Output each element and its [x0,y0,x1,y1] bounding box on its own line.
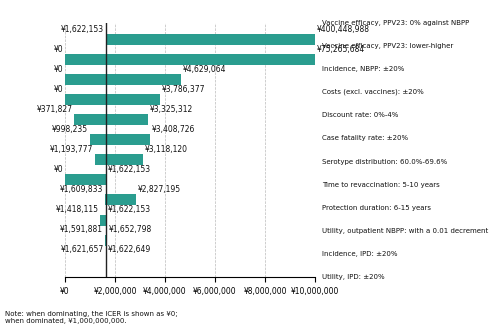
Text: Incidence, IPD: ±20%: Incidence, IPD: ±20% [322,251,398,257]
Text: ¥4,629,064: ¥4,629,064 [182,65,226,74]
Text: Case fatality rate: ±20%: Case fatality rate: ±20% [322,135,408,141]
Bar [74,114,148,126]
Text: Note: when dominating, the ICER is shown as ¥0;
when dominated, ¥1,000,000,000.: Note: when dominating, the ICER is shown… [5,311,178,324]
Text: ¥371,827: ¥371,827 [36,105,72,114]
Text: ¥1,418,115: ¥1,418,115 [56,205,98,214]
Text: Serotype distribution: 60.0%-69.6%: Serotype distribution: 60.0%-69.6% [322,158,448,165]
Bar [105,195,136,205]
Text: ¥3,325,312: ¥3,325,312 [150,105,194,114]
Text: ¥1,621,657: ¥1,621,657 [60,245,104,254]
Text: ¥1,193,777: ¥1,193,777 [50,145,93,154]
Text: ¥1,652,798: ¥1,652,798 [108,225,152,234]
Text: ¥1,622,153: ¥1,622,153 [60,25,104,34]
Text: ¥0: ¥0 [54,165,63,174]
Text: ¥3,786,377: ¥3,786,377 [162,85,205,94]
Text: Protection duration: 6-15 years: Protection duration: 6-15 years [322,205,432,211]
Text: Costs (excl. vaccines): ±20%: Costs (excl. vaccines): ±20% [322,89,424,96]
Text: ¥3,408,726: ¥3,408,726 [152,125,196,134]
Text: ¥0: ¥0 [54,45,63,54]
Bar [65,95,160,105]
Text: Vaccine efficacy, PPV23: lower-higher: Vaccine efficacy, PPV23: lower-higher [322,43,454,49]
Text: Utility, outpatient NBPP: with a 0.01 decrement: Utility, outpatient NBPP: with a 0.01 de… [322,228,489,234]
Bar [106,34,315,45]
Text: ¥1,591,881: ¥1,591,881 [60,225,103,234]
Text: ¥75,265,684: ¥75,265,684 [317,45,365,54]
Text: ¥1,609,833: ¥1,609,833 [60,185,103,194]
Text: ¥400,448,988: ¥400,448,988 [317,25,370,34]
Text: ¥2,827,195: ¥2,827,195 [138,185,181,194]
Bar [90,134,150,145]
Text: Vaccine efficacy, PPV23: 0% against NBPP: Vaccine efficacy, PPV23: 0% against NBPP [322,20,470,26]
Text: Incidence, NBPP: ±20%: Incidence, NBPP: ±20% [322,66,405,72]
Bar [100,215,105,226]
Bar [95,155,143,166]
Text: Time to revaccination: 5-10 years: Time to revaccination: 5-10 years [322,182,440,188]
Text: ¥1,622,649: ¥1,622,649 [108,245,151,254]
Text: ¥0: ¥0 [54,85,63,94]
Text: ¥1,622,153: ¥1,622,153 [108,205,150,214]
Bar [105,234,106,245]
Text: Discount rate: 0%-4%: Discount rate: 0%-4% [322,112,399,118]
Bar [65,174,106,185]
Text: Utility, IPD: ±20%: Utility, IPD: ±20% [322,274,385,280]
Bar [65,54,315,66]
Text: ¥998,235: ¥998,235 [52,125,88,134]
Text: ¥1,622,153: ¥1,622,153 [108,165,150,174]
Bar [65,74,180,85]
Text: ¥3,118,120: ¥3,118,120 [145,145,188,154]
Text: ¥0: ¥0 [54,65,63,74]
